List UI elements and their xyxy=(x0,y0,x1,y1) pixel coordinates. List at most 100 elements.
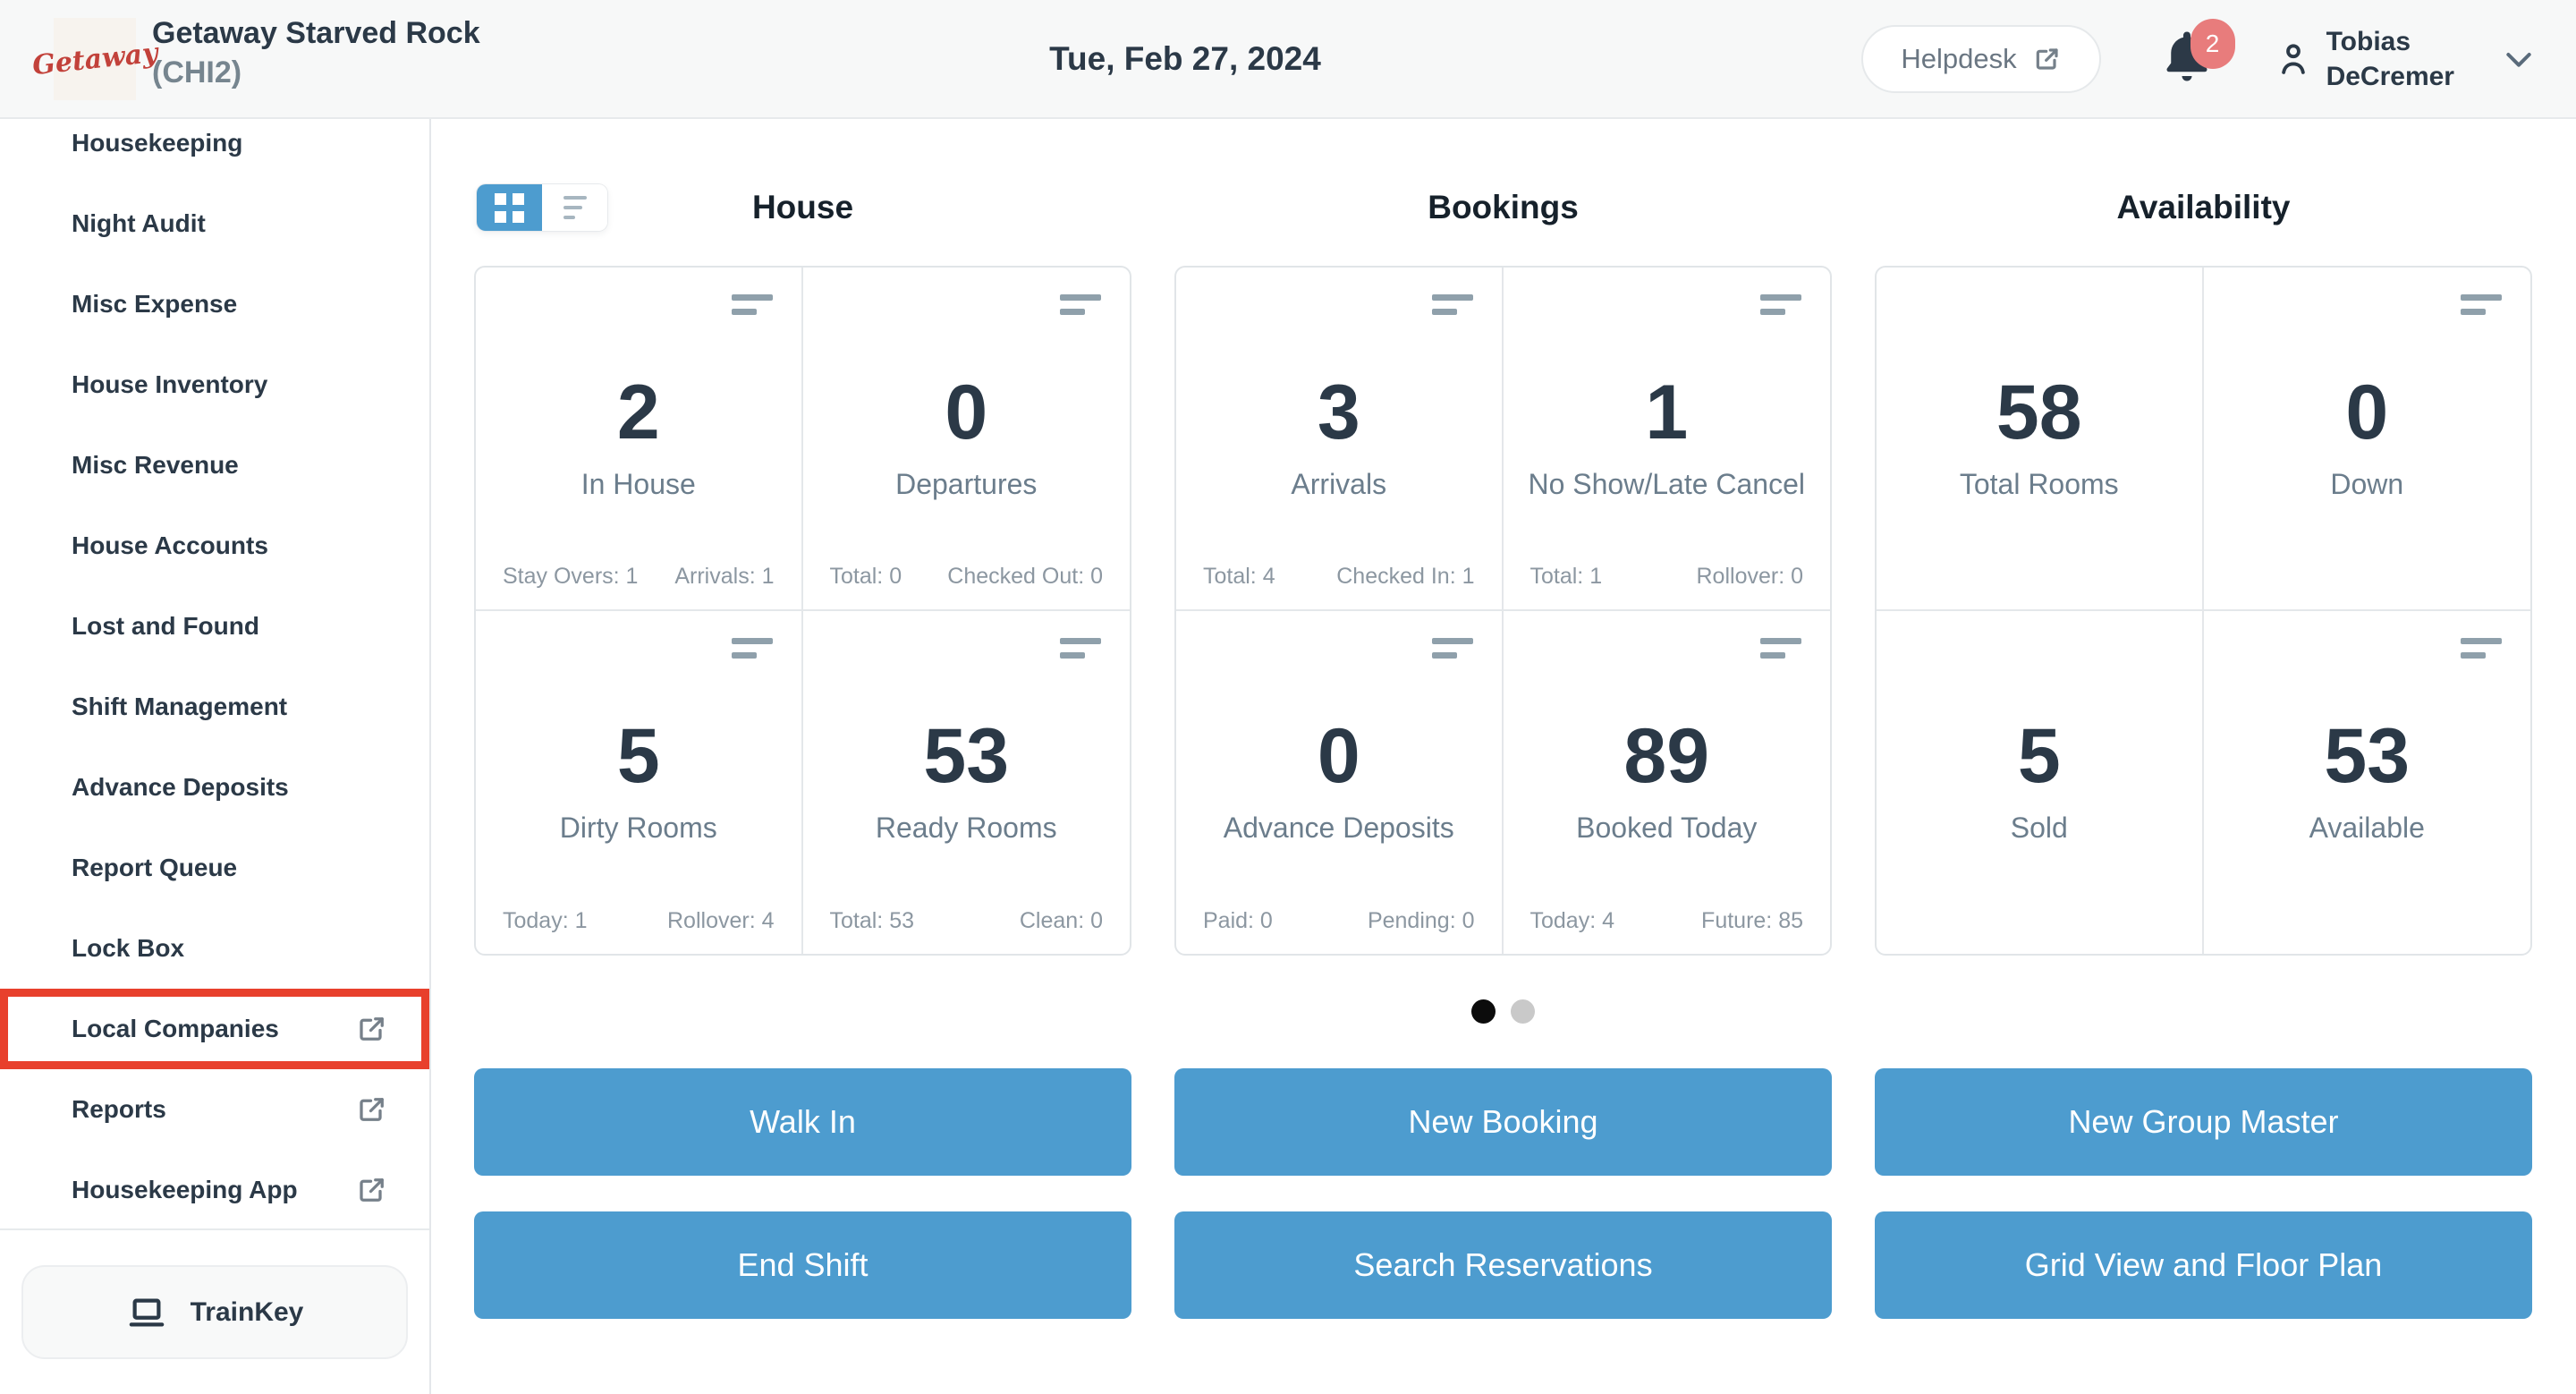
stat-label: Departures xyxy=(895,468,1038,500)
stat-value: 58 xyxy=(1996,370,2082,455)
sidebar-item-label: Local Companies xyxy=(72,1015,279,1042)
sidebar-item-lost-and-found[interactable]: Lost and Found xyxy=(0,586,429,667)
walk-in-button[interactable]: Walk In xyxy=(474,1068,1131,1176)
sidebar-item-misc-revenue[interactable]: Misc Revenue xyxy=(0,425,429,506)
stat-footer: Total: 1 Rollover: 0 xyxy=(1530,564,1804,590)
notifications-button[interactable]: 2 xyxy=(2160,18,2235,90)
header-actions: Helpdesk 2 xyxy=(1861,0,2537,117)
user-last-name: DeCremer xyxy=(2326,61,2454,91)
stat-card-dirty-rooms[interactable]: 5 Dirty Rooms Today: 1 Rollover: 4 xyxy=(476,610,803,954)
stat-card-in-house[interactable]: 2 In House Stay Overs: 1 Arrivals: 1 xyxy=(476,268,803,611)
stat-card-down[interactable]: 0 Down xyxy=(2203,268,2530,611)
sidebar-item-label: Lock Box xyxy=(72,934,185,962)
user-menu-expand[interactable] xyxy=(2501,41,2537,77)
sidebar-item-local-companies[interactable]: Local Companies xyxy=(0,989,429,1069)
sidebar-item-house-inventory[interactable]: House Inventory xyxy=(0,344,429,425)
external-link-icon xyxy=(2033,45,2062,73)
current-date: Tue, Feb 27, 2024 xyxy=(1049,39,1321,77)
card-menu-icon[interactable] xyxy=(1760,294,1801,315)
list-view-button[interactable] xyxy=(542,184,607,231)
stat-footer-left: Paid: 0 xyxy=(1203,908,1273,933)
bookings-section: 3 Arrivals Total: 4 Checked In: 1 1 No S… xyxy=(1174,266,1832,956)
property-title: Getaway Starved Rock (CHI2) xyxy=(152,14,480,92)
pagination-dot-active[interactable] xyxy=(1471,999,1496,1024)
grid-view-button[interactable] xyxy=(477,184,542,231)
sidebar-item-label: House Accounts xyxy=(72,531,268,559)
laptop-icon xyxy=(126,1294,167,1331)
sidebar-item-label: Misc Revenue xyxy=(72,451,239,479)
sidebar-item-shift-management[interactable]: Shift Management xyxy=(0,667,429,747)
card-menu-icon[interactable] xyxy=(731,294,773,315)
sidebar-item-label: Advance Deposits xyxy=(72,773,289,801)
sidebar-item-advance-deposits[interactable]: Advance Deposits xyxy=(0,747,429,828)
sidebar-item-housekeeping[interactable]: Housekeeping xyxy=(0,103,429,183)
sidebar-item-misc-expense[interactable]: Misc Expense xyxy=(0,264,429,344)
sidebar-item-label: Report Queue xyxy=(72,854,238,881)
stat-footer-right: Arrivals: 1 xyxy=(674,563,775,589)
view-toggle xyxy=(477,184,607,231)
stat-card-sold[interactable]: 5 Sold xyxy=(1877,610,2204,954)
pagination-dot[interactable] xyxy=(1511,999,1535,1024)
stat-footer: Total: 53 Clean: 0 xyxy=(830,908,1104,934)
card-menu-icon[interactable] xyxy=(1760,637,1801,659)
house-section: 2 In House Stay Overs: 1 Arrivals: 1 0 D… xyxy=(474,266,1131,956)
card-menu-icon[interactable] xyxy=(1060,294,1101,315)
stat-footer-right: Rollover: 0 xyxy=(1696,563,1804,589)
sidebar-item-label: Housekeeping App xyxy=(72,1176,298,1203)
stat-label: Booked Today xyxy=(1576,811,1758,844)
card-menu-icon[interactable] xyxy=(2461,294,2502,315)
stat-label: Ready Rooms xyxy=(875,811,1057,844)
stat-footer-right: Future: 85 xyxy=(1701,908,1803,933)
section-title-house: House xyxy=(751,189,854,225)
stat-card-advance-deposits[interactable]: 0 Advance Deposits Paid: 0 Pending: 0 xyxy=(1176,610,1504,954)
stat-card-departures[interactable]: 0 Departures Total: 0 Checked Out: 0 xyxy=(802,268,1130,611)
stat-card-available[interactable]: 53 Available xyxy=(2204,611,2531,955)
stat-card-total-rooms[interactable]: 58 Total Rooms xyxy=(1877,268,2204,611)
sidebar-item-night-audit[interactable]: Night Audit xyxy=(0,183,429,264)
carousel-pagination xyxy=(1174,999,1832,1024)
grid-view-floor-plan-button[interactable]: Grid View and Floor Plan xyxy=(1875,1211,2532,1319)
stat-label: In House xyxy=(580,468,696,500)
stat-value: 5 xyxy=(2017,712,2061,799)
stat-footer: Total: 4 Checked In: 1 xyxy=(1203,564,1475,590)
new-group-master-button[interactable]: New Group Master xyxy=(1875,1068,2532,1176)
stat-card-arrivals[interactable]: 3 Arrivals Total: 4 Checked In: 1 xyxy=(1176,268,1504,611)
card-menu-icon[interactable] xyxy=(1060,637,1101,659)
sidebar-item-lock-box[interactable]: Lock Box xyxy=(0,908,429,989)
sidebar-item-housekeeping-app[interactable]: Housekeeping App xyxy=(0,1150,429,1230)
end-shift-button[interactable]: End Shift xyxy=(474,1211,1131,1319)
stat-value: 2 xyxy=(616,370,660,455)
stat-value: 3 xyxy=(1317,370,1360,455)
stat-card-ready-rooms[interactable]: 53 Ready Rooms Total: 53 Clean: 0 xyxy=(803,611,1131,955)
sidebar-item-label: House Inventory xyxy=(72,370,268,398)
card-menu-icon[interactable] xyxy=(2461,637,2502,659)
stat-label: Advance Deposits xyxy=(1223,811,1454,844)
sidebar-item-report-queue[interactable]: Report Queue xyxy=(0,828,429,908)
user-first-name: Tobias xyxy=(2326,26,2411,56)
new-booking-button[interactable]: New Booking xyxy=(1174,1068,1832,1176)
search-reservations-button[interactable]: Search Reservations xyxy=(1174,1211,1832,1319)
trainkey-button[interactable]: TrainKey xyxy=(21,1265,408,1359)
stat-footer: Total: 0 Checked Out: 0 xyxy=(830,564,1104,590)
user-icon xyxy=(2275,38,2312,80)
stat-value: 0 xyxy=(945,370,988,455)
stat-footer-right: Clean: 0 xyxy=(1019,908,1103,933)
stat-card-no-show-late-cancel[interactable]: 1 No Show/Late Cancel Total: 1 Rollover:… xyxy=(1503,268,1830,611)
card-menu-icon[interactable] xyxy=(1431,637,1473,659)
helpdesk-button[interactable]: Helpdesk xyxy=(1861,24,2101,93)
stat-card-booked-today[interactable]: 89 Booked Today Today: 4 Future: 85 xyxy=(1504,611,1831,955)
user-menu[interactable]: Tobias DeCremer xyxy=(2275,24,2454,94)
sidebar-item-reports[interactable]: Reports xyxy=(0,1069,429,1150)
notification-badge: 2 xyxy=(2190,18,2235,69)
card-menu-icon[interactable] xyxy=(731,637,773,659)
stat-footer: Today: 1 Rollover: 4 xyxy=(503,908,775,934)
user-name: Tobias DeCremer xyxy=(2326,24,2454,94)
stat-footer: Today: 4 Future: 85 xyxy=(1530,908,1804,934)
helpdesk-label: Helpdesk xyxy=(1901,42,2017,74)
card-menu-icon[interactable] xyxy=(1431,294,1473,315)
stat-footer-right: Checked In: 1 xyxy=(1336,563,1475,589)
property-code: (CHI2) xyxy=(152,55,242,89)
stat-footer-left: Total: 1 xyxy=(1530,563,1603,589)
stat-value: 1 xyxy=(1645,370,1689,455)
sidebar-item-house-accounts[interactable]: House Accounts xyxy=(0,506,429,586)
